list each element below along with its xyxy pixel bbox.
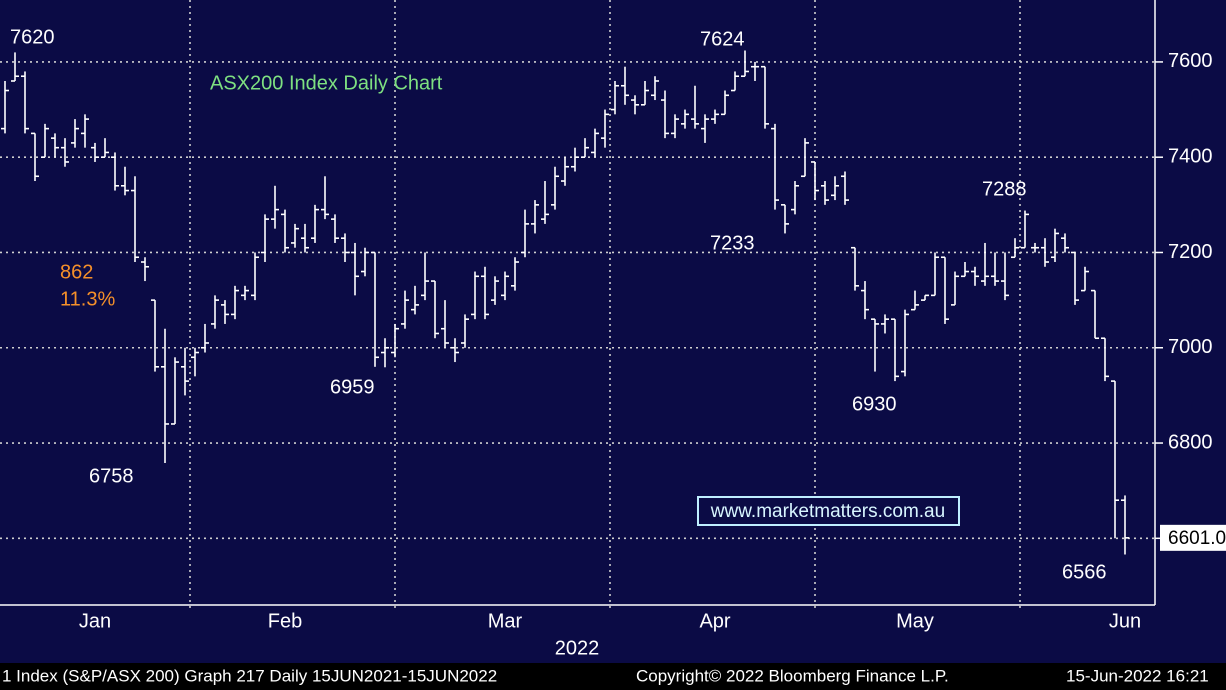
annotation: 7288: [982, 178, 1027, 200]
annotation: 862: [60, 261, 93, 283]
annotation: 6959: [330, 376, 375, 398]
x-tick-label: Jan: [79, 610, 111, 632]
annotation: 6758: [89, 465, 134, 487]
annotation: 11.3%: [60, 288, 115, 310]
footer-text: 1 Index (S&P/ASX 200) Graph 217 Daily 15…: [2, 666, 497, 685]
x-tick-label: Apr: [699, 610, 730, 632]
last-price-label: 6601.0: [1168, 528, 1226, 549]
x-tick-label: May: [896, 610, 934, 632]
annotation: 7620: [10, 26, 55, 48]
footer-text: 15-Jun-2022 16:21: [1066, 666, 1209, 685]
x-tick-label: Feb: [268, 610, 302, 632]
footer-bar: [0, 663, 1226, 690]
last-price-box: [1160, 524, 1226, 551]
x-tick-label: Mar: [488, 610, 523, 632]
chart-title: ASX200 Index Daily Chart: [210, 72, 443, 94]
annotation: 7233: [710, 232, 755, 254]
y-tick-label: 7200: [1168, 241, 1213, 263]
annotation: 6566: [1062, 561, 1107, 583]
y-tick-label: 7000: [1168, 336, 1213, 358]
x-tick-label: Jun: [1109, 610, 1141, 632]
annotation: 7624: [700, 28, 745, 50]
y-tick-label: 7600: [1168, 50, 1213, 72]
y-tick-label: 7400: [1168, 145, 1213, 167]
bars: [1, 50, 1129, 555]
y-tick-label: 6800: [1168, 431, 1213, 453]
annotation: 6930: [852, 393, 897, 415]
footer-text: Copyright© 2022 Bloomberg Finance L.P.: [636, 666, 949, 685]
watermark: www.marketmatters.com.au: [710, 501, 945, 522]
watermark-box: [697, 496, 960, 526]
x-axis-label: 2022: [555, 637, 600, 659]
background: [0, 0, 1226, 663]
